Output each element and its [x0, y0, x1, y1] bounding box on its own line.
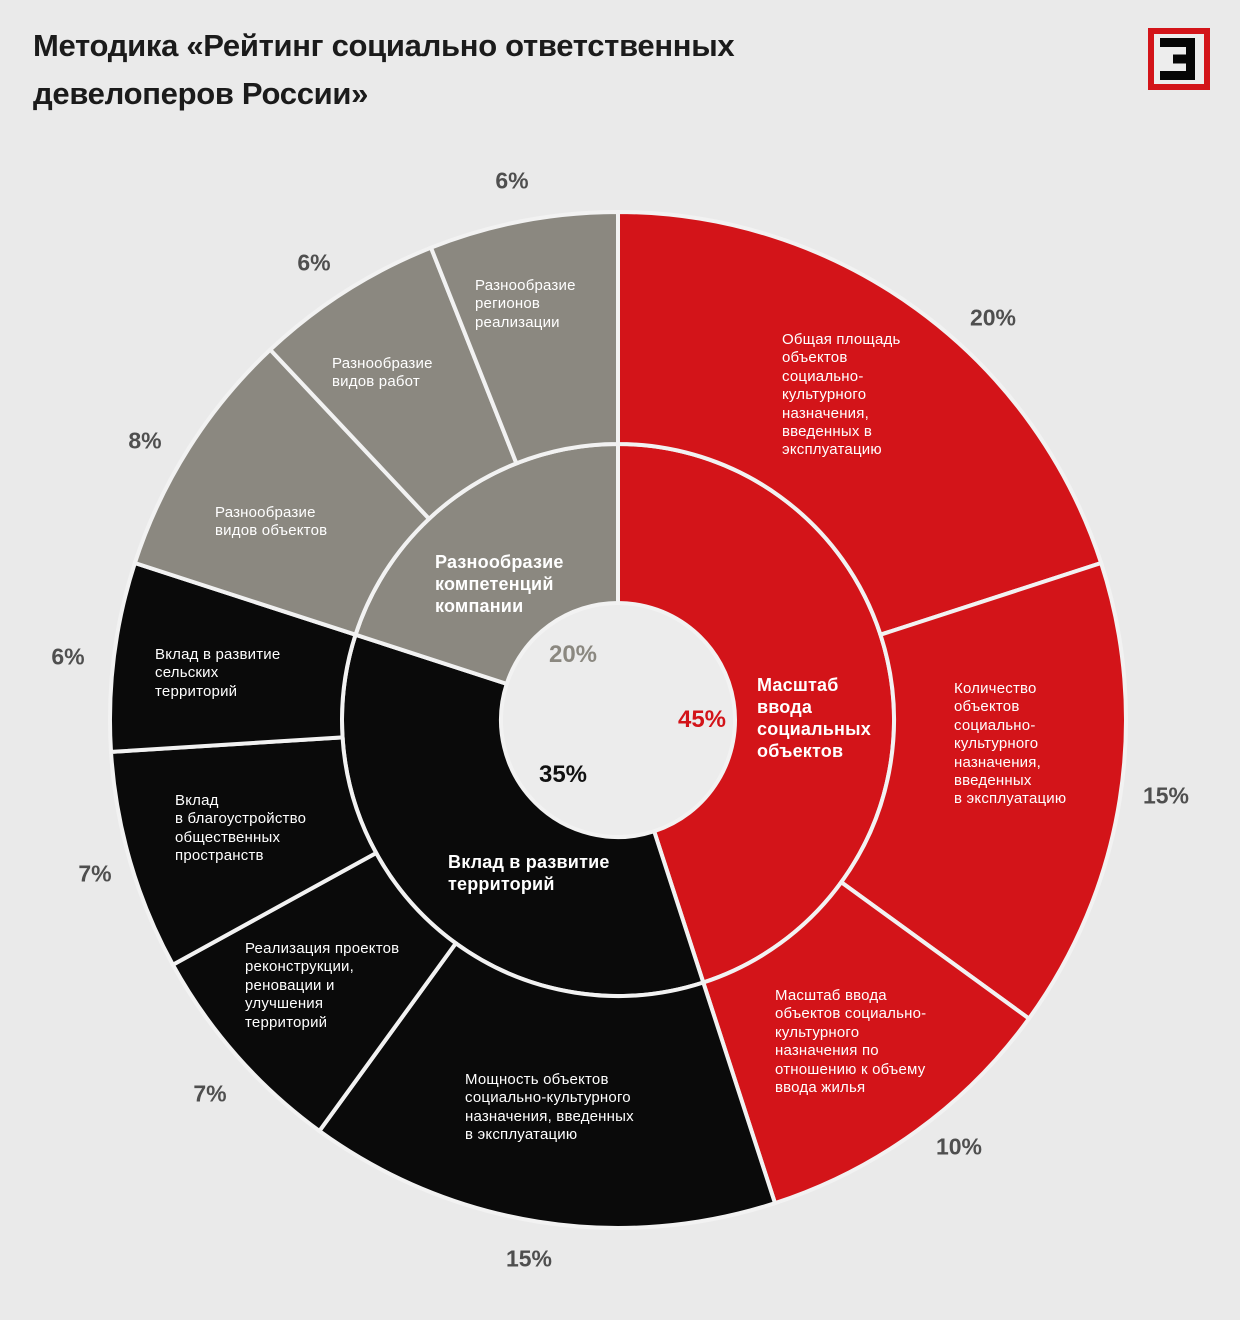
pct-reconstruction: 7% — [193, 1080, 227, 1107]
pct-capacity: 15% — [505, 1245, 553, 1272]
seg-label-work-types: Разнообразие видов работ — [332, 355, 433, 391]
page-title: Методика «Рейтинг социально ответственны… — [33, 28, 735, 111]
donut-hole — [501, 603, 735, 837]
pct-rural: 6% — [51, 643, 85, 670]
center-pct-45: 45% — [677, 706, 727, 733]
seg-label-public-spaces: Вклад в благоустройство общественных про… — [175, 792, 307, 865]
pct-total-area: 20% — [969, 304, 1017, 331]
expert-logo — [1148, 28, 1210, 90]
pct-public-spaces: 7% — [78, 860, 112, 887]
outer-segment-3 — [316, 940, 778, 1230]
center-pct-20: 20% — [548, 641, 598, 668]
center-pct-35: 35% — [538, 761, 588, 788]
seg-label-object-types: Разнообразие видов объектов — [215, 504, 328, 540]
seg-label-object-count: Количество объектов социально- культурно… — [954, 680, 1067, 808]
seg-label-scale-vs-housing: Масштаб ввода объектов социально- культу… — [775, 987, 927, 1097]
inner-label-territory: Вклад в развитие территорий — [448, 852, 610, 894]
seg-label-rural: Вклад в развитие сельских территорий — [155, 646, 281, 700]
seg-label-capacity: Мощность объектов социально-культурного … — [465, 1071, 634, 1144]
outer-segment-0 — [616, 209, 1104, 638]
logo-glyph-e — [1160, 38, 1195, 80]
pct-regions: 6% — [495, 167, 529, 194]
inner-label-competence: Разнообразие компетенций компании — [435, 552, 564, 616]
seg-label-total-area: Общая площадь объектов социально- культу… — [782, 331, 901, 459]
inner-label-social-objects: Масштаб ввода социальных объектов — [757, 675, 871, 761]
pct-object-count: 15% — [1142, 782, 1190, 809]
outer-segment-1 — [838, 560, 1128, 1022]
outer-segment-9 — [428, 209, 620, 466]
pct-scale-vs-housing: 10% — [935, 1133, 983, 1160]
pct-object-types: 8% — [128, 427, 162, 454]
seg-label-reconstruction: Реализация проектов реконструкции, ренов… — [245, 940, 400, 1031]
seg-label-regions: Разнообразие регионов реализации — [475, 277, 576, 331]
pct-work-types: 6% — [297, 249, 331, 276]
